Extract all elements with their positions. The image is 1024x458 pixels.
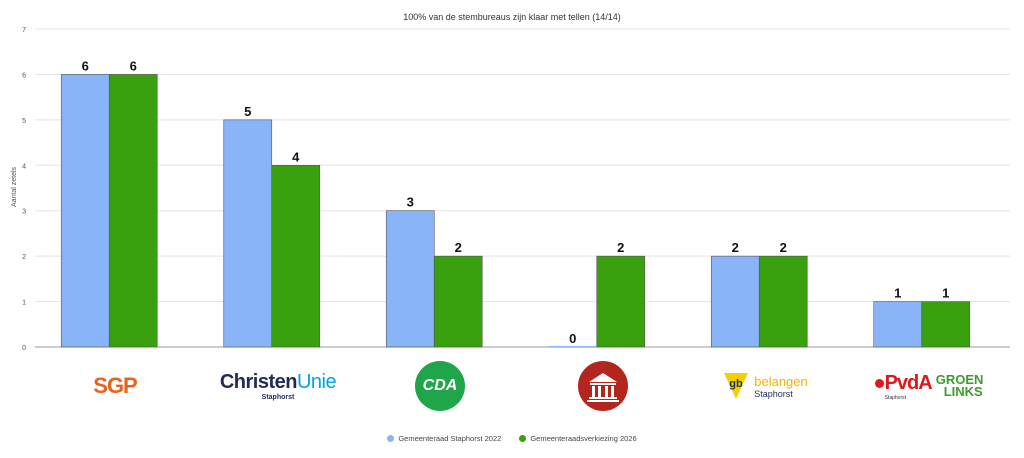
legend-swatch-2022 <box>387 435 395 442</box>
gridlines <box>35 28 1010 348</box>
bars <box>60 74 971 348</box>
data-label: 6 <box>82 58 89 73</box>
links-logo-text: LINKS <box>943 384 983 399</box>
logo-gb-belangen: gb belangen Staphorst <box>690 360 840 412</box>
data-label: 0 <box>569 331 576 346</box>
data-label: 1 <box>942 286 949 301</box>
data-label: 2 <box>617 240 624 255</box>
cda-logo-text: CDA <box>422 377 458 394</box>
chart-legend: Gemeenteraad Staphorst 2022 Gemeenteraad… <box>0 434 1024 443</box>
data-label: 6 <box>130 58 137 73</box>
y-tick-label: 0 <box>22 345 26 352</box>
data-label: 2 <box>780 240 787 255</box>
cu-logo-text-b: Unie <box>296 370 337 393</box>
bar-lokale-partij-2026[interactable] <box>596 255 646 348</box>
y-tick-label: 4 <box>22 163 26 170</box>
cu-logo-text-a: Christen <box>219 370 298 393</box>
gb-logo-sub: Staphorst <box>754 388 793 399</box>
data-label: 3 <box>407 195 414 210</box>
data-label: 5 <box>244 104 251 119</box>
pvda-logo-sub: Staphorst <box>884 394 906 401</box>
y-tick-label: 1 <box>22 300 26 307</box>
legend-swatch-2026 <box>519 435 527 442</box>
legend-item-2022[interactable]: Gemeenteraad Staphorst 2022 <box>387 434 501 443</box>
gb-logo-name: belangen <box>754 373 808 389</box>
bar-pvda-groenlinks-2022[interactable] <box>873 301 923 348</box>
data-labels: 6 6 5 4 3 2 0 2 2 2 1 1 <box>82 58 950 346</box>
data-label: 1 <box>894 286 901 301</box>
pvda-logo-text: PvdA <box>884 371 933 394</box>
sgp-logo-text: SGP <box>93 373 137 398</box>
bar-gb-belangen-staphorst-2022[interactable] <box>710 255 760 348</box>
logo-sgp: SGP <box>40 360 190 412</box>
bar-cda-2022[interactable] <box>385 210 435 348</box>
building-icon <box>578 361 628 411</box>
y-tick-label: 2 <box>22 254 26 261</box>
logo-cda: CDA <box>365 360 515 412</box>
legend-label-2026: Gemeenteraadsverkiezing 2026 <box>530 434 637 443</box>
bar-christenunie-2026[interactable] <box>271 164 321 348</box>
gb-mark-icon: gb <box>724 373 749 399</box>
bar-sgp-2022[interactable] <box>60 74 110 348</box>
chart-title: 100% van de stembureaus zijn klaar met t… <box>403 12 621 22</box>
bar-christenunie-2022[interactable] <box>223 119 273 348</box>
gb-mark-text: gb <box>730 378 744 390</box>
y-axis-label: Aantal zetels <box>11 166 18 207</box>
logo-local-party <box>528 360 678 412</box>
groen-logo-text: GROEN <box>935 372 984 387</box>
logo-christenunie: ChristenUnie Staphorst <box>203 360 353 412</box>
y-tick-label: 5 <box>22 118 26 125</box>
y-tick-label: 7 <box>22 27 26 34</box>
y-axis-ticks: 0 1 2 3 4 5 6 7 <box>22 27 26 352</box>
bar-cda-2026[interactable] <box>433 255 483 348</box>
pvda-rose-icon <box>874 378 884 388</box>
bar-sgp-2026[interactable] <box>108 74 158 348</box>
bar-gb-belangen-staphorst-2026[interactable] <box>758 255 808 348</box>
data-label: 2 <box>732 240 739 255</box>
bar-chart: 100% van de stembureaus zijn klaar met t… <box>11 12 1010 352</box>
y-tick-label: 6 <box>22 72 26 79</box>
cu-logo-sub: Staphorst <box>261 393 295 401</box>
y-tick-label: 3 <box>22 209 26 216</box>
legend-label-2022: Gemeenteraad Staphorst 2022 <box>398 434 502 443</box>
data-label: 2 <box>455 240 462 255</box>
bar-lokale-partij-2022[interactable] <box>548 346 597 347</box>
bar-pvda-groenlinks-2026[interactable] <box>921 301 971 348</box>
cda-logo-circle: CDA <box>415 361 465 411</box>
legend-item-2026[interactable]: Gemeenteraadsverkiezing 2026 <box>519 434 637 443</box>
logo-pvda-groenlinks: PvdA Staphorst GROEN LINKS <box>854 360 1004 412</box>
data-label: 4 <box>292 149 300 164</box>
